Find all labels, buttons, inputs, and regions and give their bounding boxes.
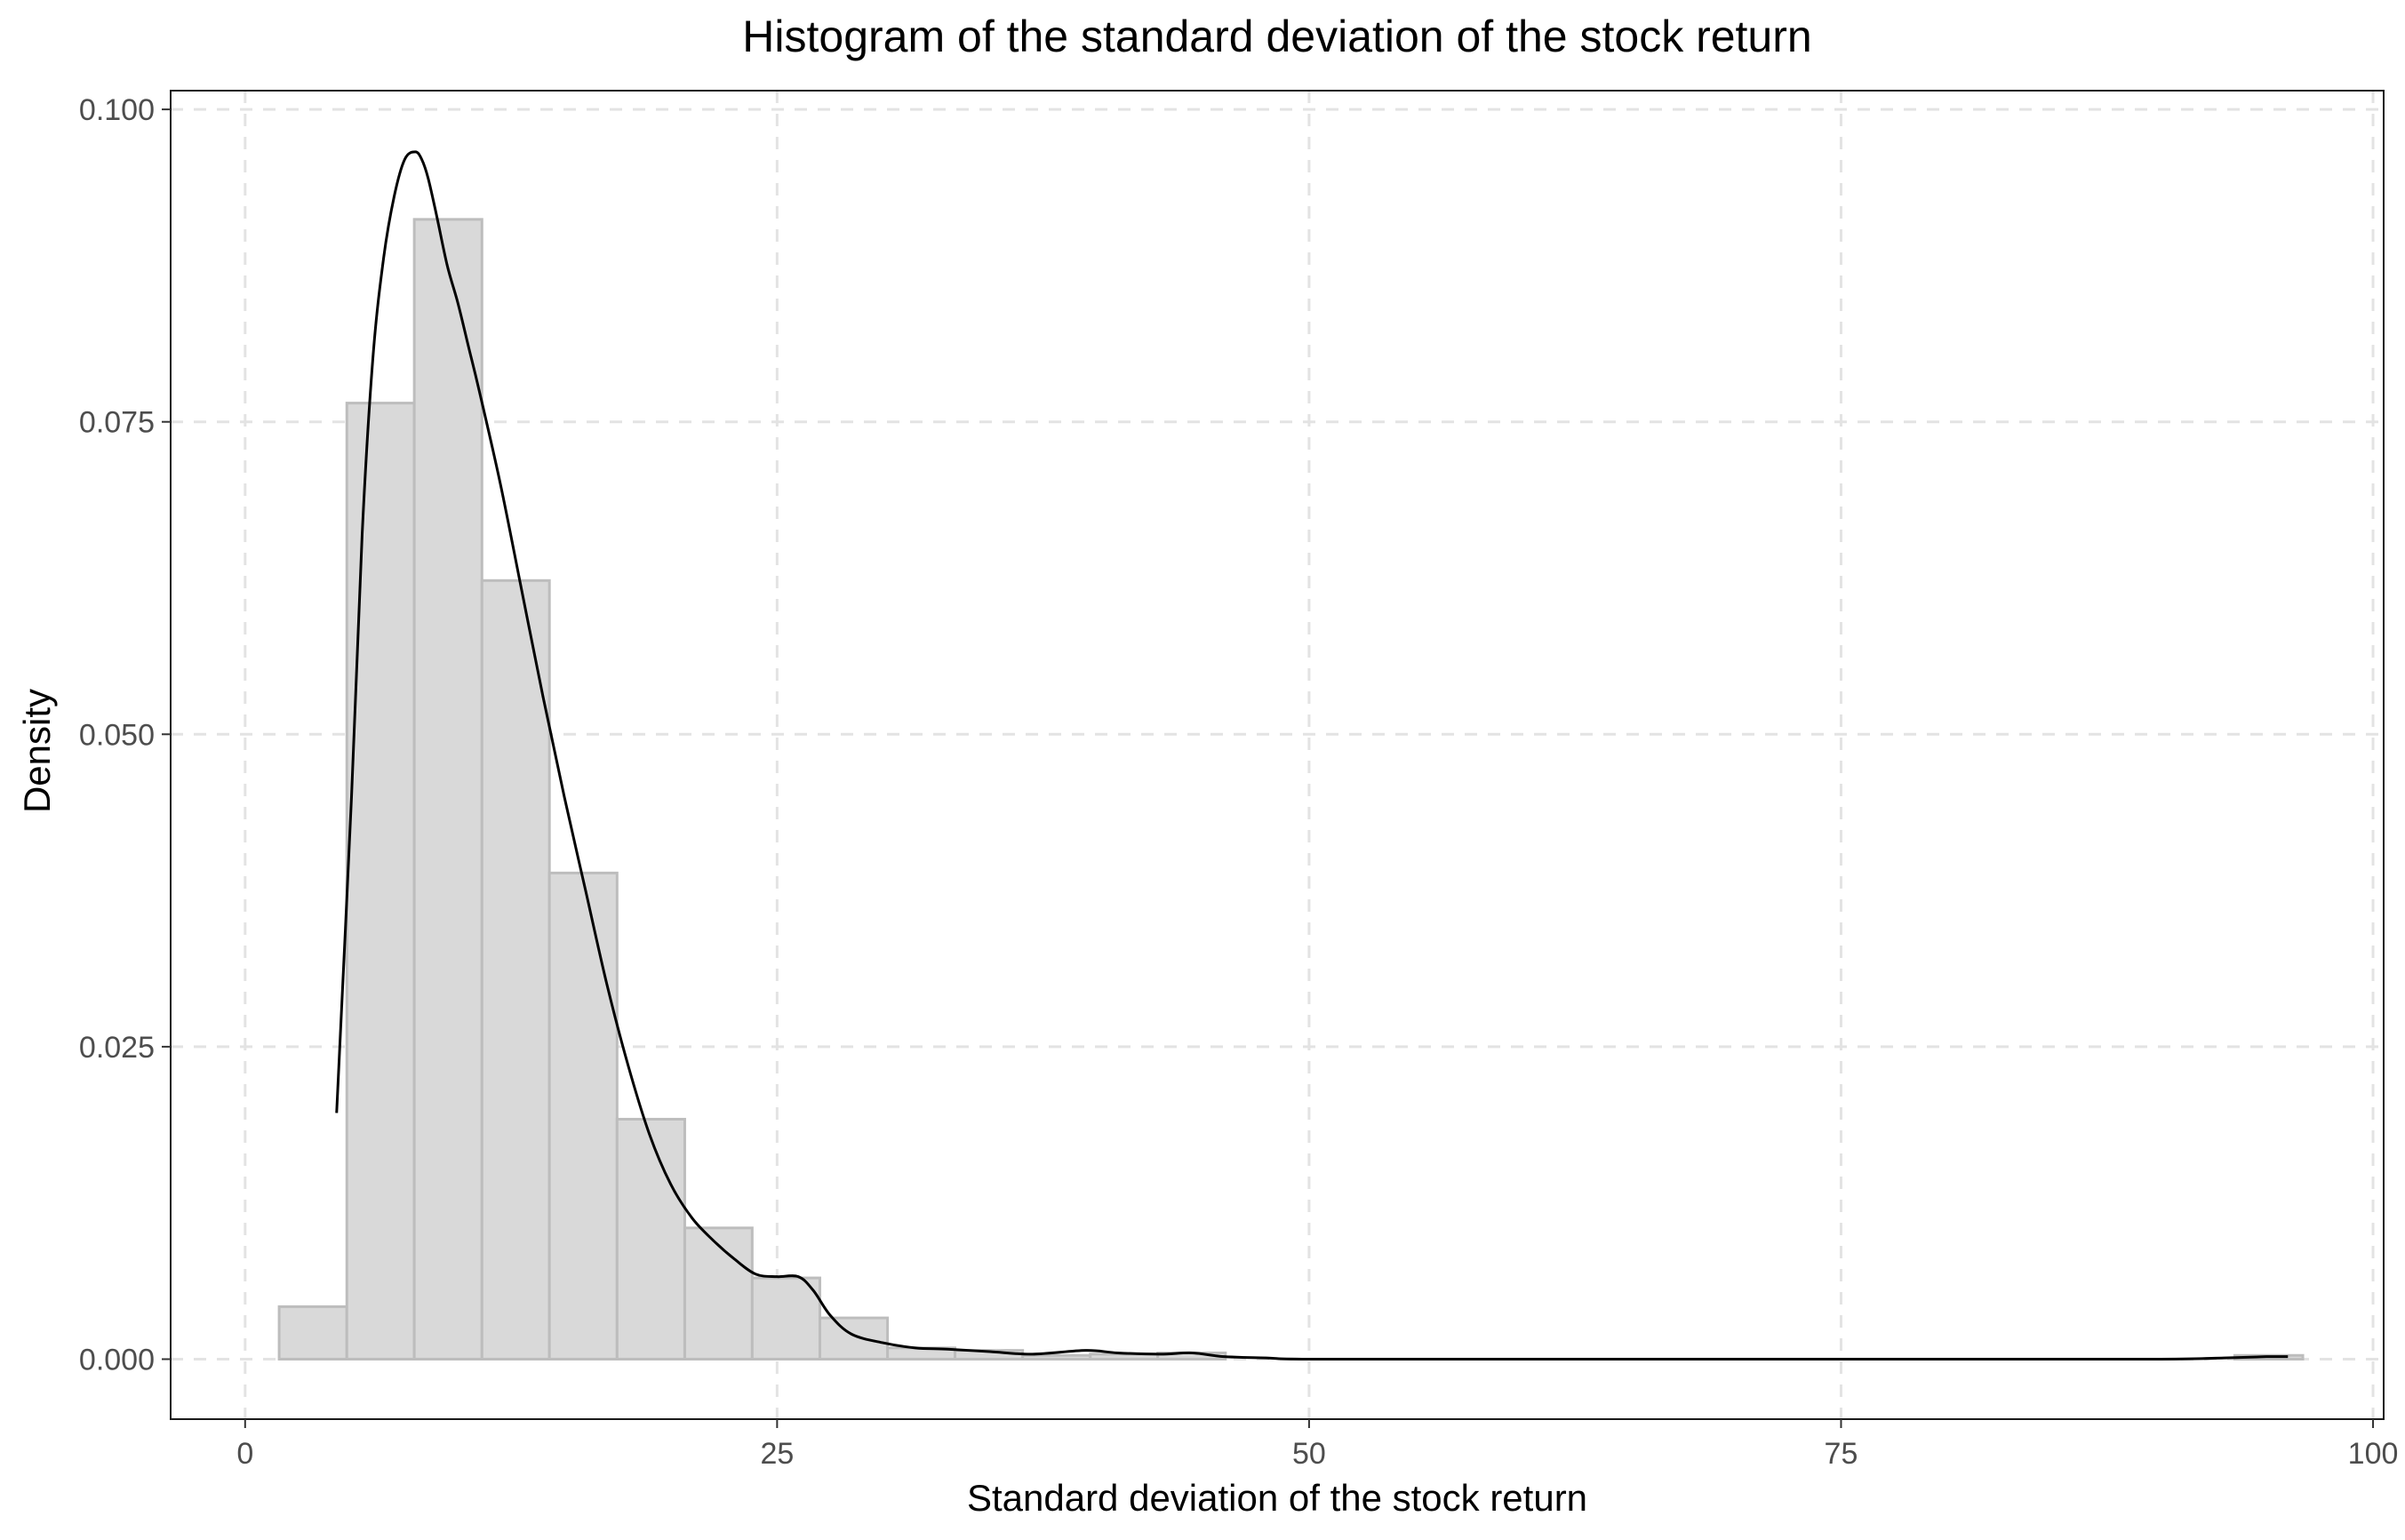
y-tick-label: 0.100 [79, 93, 155, 127]
y-tick-label: 0.075 [79, 406, 155, 440]
density-curve [335, 150, 2289, 1361]
y-tick-label: 0.025 [79, 1031, 155, 1065]
histogram-bar [480, 578, 551, 1360]
chart-title: Histogram of the standard deviation of t… [742, 12, 1811, 61]
y-axis-label: Density [16, 689, 58, 813]
x-axis-ticks: 0 25 50 75 100 [236, 1419, 2398, 1471]
histogram-bar [547, 871, 619, 1360]
y-axis-ticks: 0.000 0.025 0.050 0.075 0.100 [79, 93, 171, 1376]
y-tick-label: 0.000 [79, 1343, 155, 1376]
histogram-bar [345, 402, 416, 1360]
histogram-bar [750, 1276, 821, 1360]
histogram-bar [1021, 1353, 1092, 1360]
histogram-bar [277, 1305, 348, 1360]
x-axis-label: Standard deviation of the stock return [967, 1477, 1587, 1519]
x-tick-label: 100 [2348, 1437, 2399, 1471]
histogram-bar [818, 1316, 890, 1360]
y-tick-label: 0.050 [79, 718, 155, 752]
histogram-bar [683, 1226, 754, 1360]
x-tick-label: 75 [1825, 1437, 1858, 1471]
x-tick-label: 50 [1292, 1437, 1326, 1471]
histogram-bars [277, 218, 2305, 1360]
histogram-bar [412, 218, 483, 1360]
histogram-bar [615, 1117, 686, 1360]
panel-border [170, 90, 2385, 1420]
x-tick-label: 25 [760, 1437, 794, 1471]
x-tick-label: 0 [236, 1437, 253, 1471]
